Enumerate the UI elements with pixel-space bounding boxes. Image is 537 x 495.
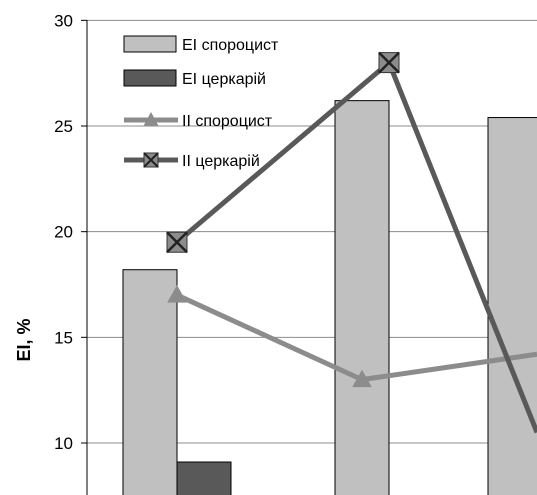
y-tick-label: 15 (54, 328, 73, 347)
point-x-ii-cercaria-1 (378, 51, 400, 74)
y-tick-label: 30 (54, 11, 73, 30)
y-tick-label: 25 (54, 117, 73, 136)
bar-series (122, 100, 537, 495)
legend-ii-sporocyst-label: II спороцист (182, 113, 273, 130)
y-tick-labels: 10 15 20 25 30 (54, 11, 73, 453)
y-axis-label: EI, % (14, 318, 34, 361)
point-x-ii-cercaria-0 (166, 231, 188, 254)
bar-ei-sporocyst-0 (122, 269, 178, 495)
legend-ii-cercaria-label: II церкарій (182, 153, 260, 170)
legend-ei-sporocyst-label: EI спороцист (182, 37, 279, 54)
legend-ei-cercaria-label: EI церкарій (182, 71, 266, 88)
bar-ei-sporocyst-2 (487, 117, 537, 495)
legend-ii-cercaria-marker-x (143, 152, 159, 168)
point-ii-sporocyst-1 (352, 369, 372, 388)
y-tick-label: 10 (54, 434, 73, 453)
legend-ei-cercaria-swatch (123, 69, 177, 87)
y-tick-label: 20 (54, 223, 73, 242)
legend-ii-sporocyst-marker (143, 111, 159, 127)
bar-ei-sporocyst-1 (334, 100, 390, 495)
legend: EI спороцист EI церкарій II спороцист II це… (123, 35, 279, 170)
point-ii-sporocyst-0 (167, 285, 187, 303)
bar-ei-cercaria-0 (176, 461, 232, 495)
legend-ei-sporocyst-swatch (123, 35, 177, 53)
line-series (166, 51, 537, 434)
